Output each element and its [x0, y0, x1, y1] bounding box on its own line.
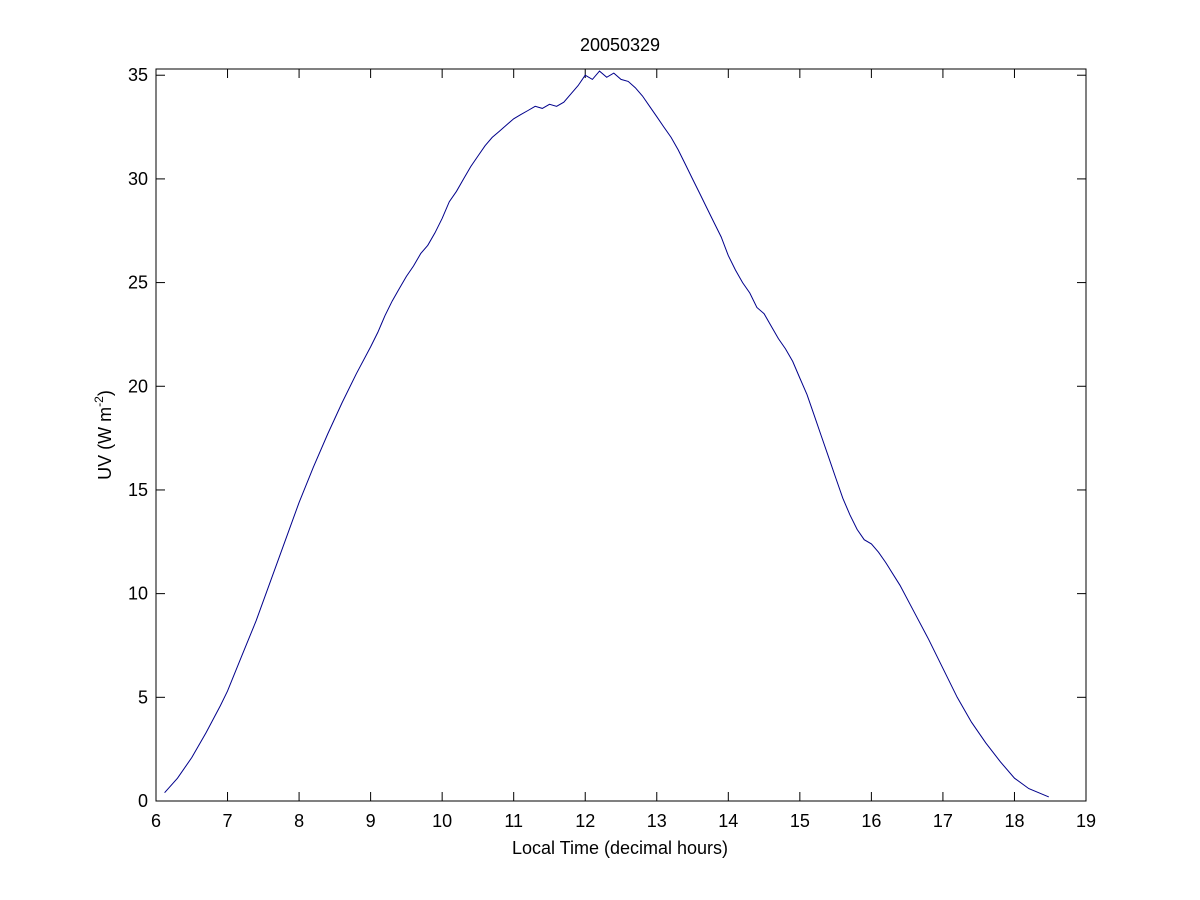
x-tick-label: 15 — [790, 811, 810, 831]
x-tick-label: 9 — [366, 811, 376, 831]
x-axis: 6 7 8 9 10 11 12 13 14 15 16 17 18 19 — [151, 69, 1096, 831]
y-tick-label: 15 — [128, 480, 148, 500]
x-axis-label: Local Time (decimal hours) — [512, 838, 728, 858]
y-tick-label: 20 — [128, 376, 148, 396]
x-tick-label: 19 — [1076, 811, 1096, 831]
y-axis-label-close: ) — [95, 390, 115, 396]
x-tick-label: 16 — [861, 811, 881, 831]
x-tick-label: 11 — [504, 811, 523, 831]
y-tick-label: 0 — [138, 791, 148, 811]
y-axis-label-main: UV (W m — [95, 407, 115, 480]
x-tick-label: 7 — [223, 811, 233, 831]
x-tick-label: 17 — [933, 811, 953, 831]
x-tick-label: 18 — [1004, 811, 1024, 831]
x-tick-label: 12 — [575, 811, 595, 831]
x-tick-label: 13 — [647, 811, 667, 831]
y-tick-label: 35 — [128, 65, 148, 85]
uv-series-line — [164, 70, 1049, 798]
y-tick-label: 25 — [128, 273, 148, 293]
y-axis-label: UV (W m-2) — [92, 390, 115, 480]
chart-title: 20050329 — [580, 35, 660, 55]
y-tick-label: 10 — [128, 584, 148, 604]
x-tick-label: 8 — [294, 811, 304, 831]
plot-area — [155, 68, 1087, 802]
y-tick-label: 5 — [138, 687, 148, 707]
y-axis-label-superscript: -2 — [92, 396, 106, 407]
x-tick-label: 14 — [718, 811, 738, 831]
x-tick-label: 6 — [151, 811, 161, 831]
x-tick-label: 10 — [432, 811, 452, 831]
y-axis: 0 5 10 15 20 25 30 35 — [128, 65, 1086, 811]
y-tick-label: 30 — [128, 169, 148, 189]
